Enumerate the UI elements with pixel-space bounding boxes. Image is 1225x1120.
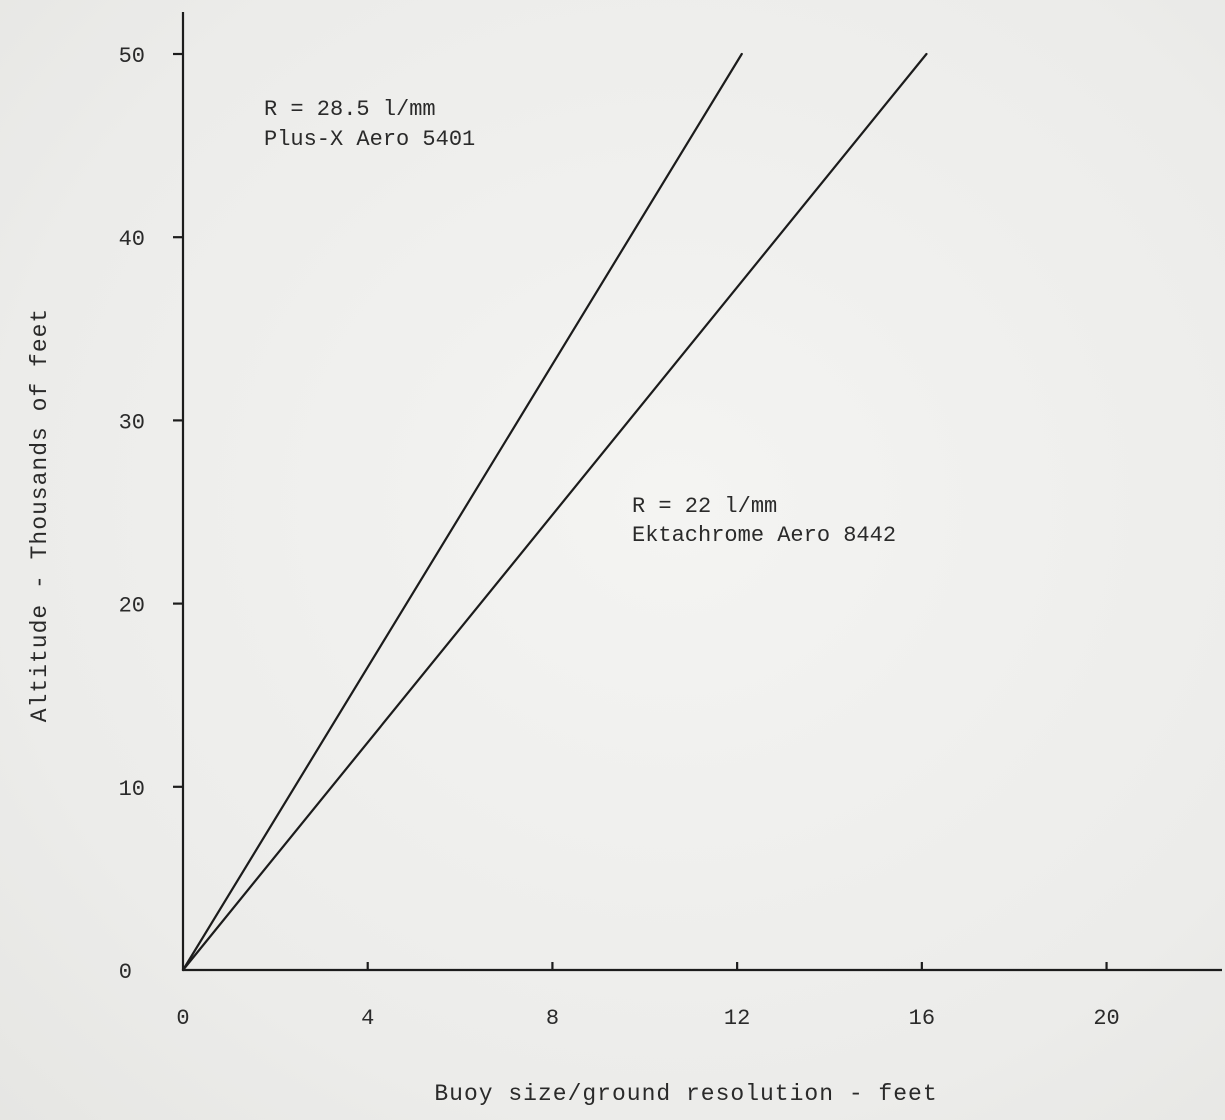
x-tick-label: 12 xyxy=(724,1006,750,1031)
tick-labels: 0 4 8 12 16 20 0 10 20 30 40 50 xyxy=(119,44,1120,1031)
series-line-2 xyxy=(181,52,928,972)
y-axis-label: Altitude - Thousands of feet xyxy=(27,308,53,722)
series-label-plus-x-resolution: R = 28.5 l/mm xyxy=(264,97,436,122)
series-label-plus-x-film: Plus-X Aero 5401 xyxy=(264,127,475,152)
series-label-ektachrome-resolution: R = 22 l/mm xyxy=(632,494,777,519)
axes xyxy=(181,12,1222,972)
x-axis-label: Buoy size/ground resolution - feet xyxy=(434,1081,937,1107)
x-tick-label: 4 xyxy=(361,1006,374,1031)
x-tick-label: 0 xyxy=(176,1006,189,1031)
ticks xyxy=(173,52,1108,970)
series-line-1 xyxy=(181,52,743,972)
x-tick-label: 20 xyxy=(1093,1006,1119,1031)
series-lines xyxy=(181,52,928,972)
y-tick-label: 40 xyxy=(119,227,145,252)
y-tick-label: 10 xyxy=(119,777,145,802)
y-tick-label: 20 xyxy=(119,594,145,619)
x-tick-label: 16 xyxy=(909,1006,935,1031)
y-tick-label: 50 xyxy=(119,44,145,69)
series-label-ektachrome-film: Ektachrome Aero 8442 xyxy=(632,523,896,548)
series-label-plus-x: R = 28.5 l/mm Plus-X Aero 5401 xyxy=(264,97,475,152)
y-tick-label: 30 xyxy=(119,410,145,435)
y-tick-label: 0 xyxy=(119,960,132,985)
series-label-ektachrome: R = 22 l/mm Ektachrome Aero 8442 xyxy=(632,494,896,548)
x-tick-label: 8 xyxy=(546,1006,559,1031)
